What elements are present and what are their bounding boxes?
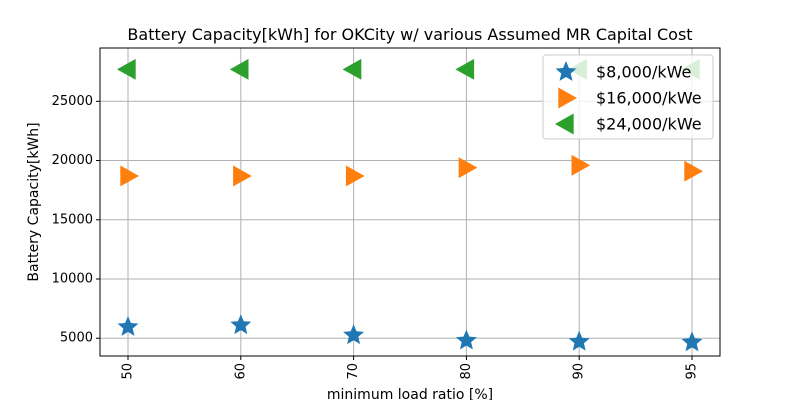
x-tick-label: 80 [459, 363, 474, 380]
data-point [684, 160, 703, 182]
x-tick-label: 70 [346, 363, 361, 380]
data-point [229, 58, 249, 80]
y-tick-label: 20000 [52, 153, 93, 168]
data-point [233, 165, 252, 187]
legend-marker [558, 87, 577, 109]
x-axis-label: minimum load ratio [%] [327, 387, 493, 400]
x-axis-ticks: 50 60 70 80 90 95 [121, 356, 700, 380]
y-tick-label: 25000 [52, 94, 93, 109]
series-2 [120, 154, 703, 187]
data-point [117, 315, 139, 336]
legend-box [542, 54, 714, 140]
x-tick-label: 95 [685, 363, 700, 380]
x-tick-label: 90 [572, 363, 587, 380]
data-point [230, 314, 252, 335]
x-tick-label: 50 [121, 363, 136, 380]
y-tick-label: 15000 [52, 212, 93, 227]
data-point [458, 157, 478, 179]
data-point [568, 330, 590, 351]
series-1 [117, 314, 703, 352]
data-point [342, 58, 362, 80]
legend-label: $24,000/kWe [596, 115, 702, 134]
data-point [117, 58, 136, 80]
legend: $8,000/kWe $16,000/kWe $24,000/kWe [542, 54, 714, 140]
legend-label: $16,000/kWe [596, 89, 702, 108]
data-point [120, 165, 139, 187]
data-point [455, 58, 475, 80]
chart-title: Battery Capacity[kWh] for OKCity w/ vari… [127, 25, 692, 44]
y-tick-label: 10000 [52, 272, 93, 287]
data-point [455, 329, 477, 350]
y-axis-ticks: 5000 10000 15000 20000 25000 [52, 94, 100, 346]
data-point [343, 324, 365, 345]
x-tick-label: 60 [233, 363, 248, 380]
plot-area-frame [99, 47, 721, 357]
data-point [681, 331, 703, 352]
data-point [345, 165, 365, 187]
y-axis-label: Battery Capacity[kWh] [26, 122, 42, 281]
data-point [571, 154, 591, 176]
legend-label: $8,000/kWe [596, 63, 691, 82]
legend-marker [555, 61, 577, 81]
y-tick-label: 5000 [60, 331, 93, 346]
legend-marker [555, 113, 574, 135]
